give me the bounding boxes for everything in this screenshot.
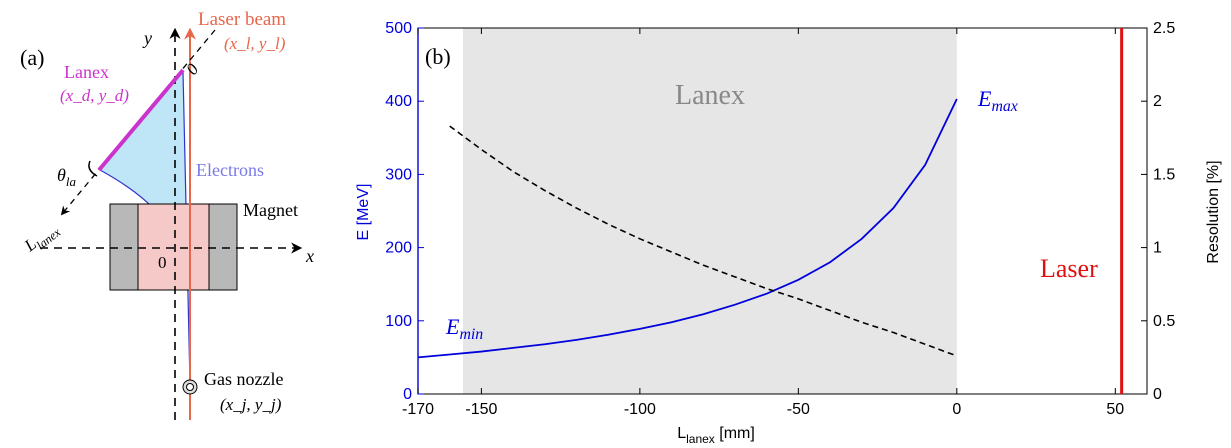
magnet-pole-left	[109, 203, 139, 291]
lanex-region-bg	[463, 28, 957, 394]
energy-series-line	[417, 98, 958, 359]
lanex-coords-label: (x_d, y_d)	[60, 86, 129, 105]
y-tick-label-left: 500	[385, 20, 412, 37]
x-tick-label: -170	[402, 401, 434, 418]
chart-ticks: -170 -150 -100 -50 0 50010020030040050000.511…	[385, 20, 1175, 418]
y-tick-label-left: 300	[385, 166, 412, 183]
electron-fan	[100, 72, 190, 384]
e-min-label: Emin	[445, 314, 483, 343]
lanex-label: Lanex	[64, 62, 109, 82]
x-axis-title-unit: [mm]	[715, 425, 755, 442]
laser-coords-label: (x_l, y_l)	[224, 34, 286, 53]
x-tick-label: 0	[952, 401, 961, 418]
panel-a-label: (a)	[20, 45, 44, 70]
y-tick-label-right: 2	[1153, 93, 1162, 110]
lanex-region	[463, 28, 957, 394]
chart-series	[417, 28, 1124, 394]
y-tick-label-right: 2.5	[1153, 20, 1175, 37]
electrons-label: Electrons	[196, 160, 264, 180]
laser-label: Laser	[1040, 254, 1098, 283]
x-axis-title-sub: lanex	[686, 432, 715, 446]
x-tick-label: -50	[787, 401, 810, 418]
y-axis-label: y	[142, 28, 152, 48]
x-tick-label: -150	[465, 401, 497, 418]
origin-label: 0	[158, 253, 167, 272]
magnet-pole-right	[208, 203, 238, 291]
lanex-screen	[97, 68, 185, 172]
y-axis-title-right: Resolution [%]	[1205, 160, 1222, 263]
gas-nozzle-coords-label: (x_j, y_j)	[220, 395, 282, 414]
y-tick-label-left: 100	[385, 313, 412, 330]
y-tick-label-left: 200	[385, 240, 412, 257]
l-lanex-axis	[60, 29, 216, 216]
panel-a: (a) y x Laser beam (x_l, y_l) Lanex (x_d…	[20, 9, 314, 420]
y-tick-label-right: 1	[1153, 240, 1162, 257]
magnet-label: Magnet	[243, 200, 298, 220]
panel-b-label: (b)	[425, 44, 451, 69]
lanex-region-label: Lanex	[675, 80, 745, 111]
y-tick-label-left: 0	[403, 386, 412, 403]
x-tick-label: 50	[1106, 401, 1124, 418]
resolution-series-line	[449, 125, 958, 357]
x-axis-label: x	[305, 246, 314, 266]
y-axis-title-left: E [MeV]	[355, 184, 372, 241]
y-tick-label-right: 1.5	[1153, 166, 1175, 183]
x-tick-label: -100	[624, 401, 656, 418]
x-axis-title: Llanex [mm]	[677, 425, 755, 446]
laser-beam-label: Laser beam	[198, 9, 286, 30]
lanex-zero-label: 0	[182, 60, 203, 79]
y-tick-label-right: 0.5	[1153, 313, 1175, 330]
e-max-label: Emax	[977, 86, 1018, 115]
theta-label: θla	[57, 165, 76, 189]
gas-nozzle-label: Gas nozzle	[204, 369, 283, 389]
y-tick-label-right: 0	[1153, 386, 1162, 403]
theta-arc	[88, 160, 98, 177]
gas-nozzle-inner	[186, 383, 194, 391]
panel-b: -170 -150 -100 -50 0 50010020030040050000.511…	[355, 20, 1222, 446]
y-tick-label-left: 400	[385, 93, 412, 110]
chart-axes	[417, 27, 1148, 395]
x-axis-title-main: L	[677, 425, 686, 442]
l-lanex-label: Llanex	[20, 218, 64, 259]
